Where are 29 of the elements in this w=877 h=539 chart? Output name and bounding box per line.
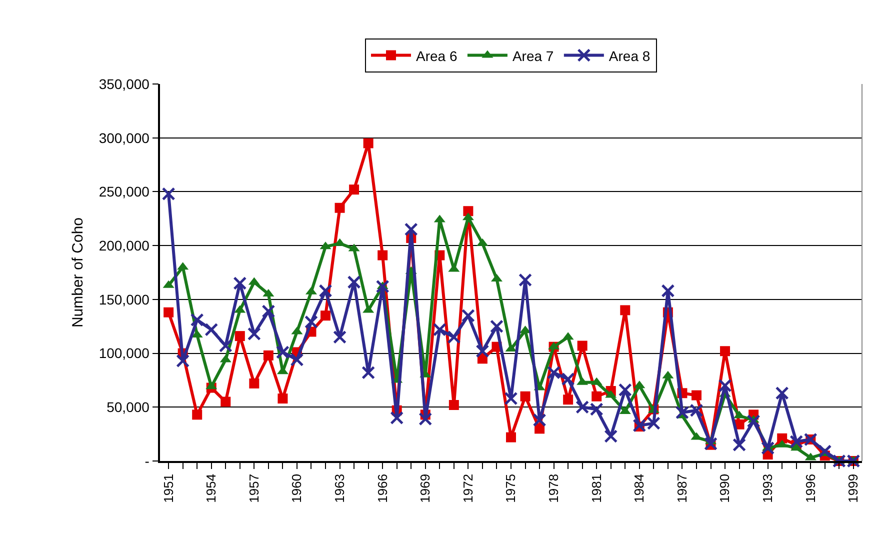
x-tick-label: 1978 [546,474,562,503]
y-tick-label: 200,000 [98,237,150,254]
x-tick-label: 1957 [246,474,262,503]
y-tick-label: 300,000 [98,130,150,146]
x-tick-label: 1999 [846,474,861,503]
legend-label: Area 8 [608,48,650,64]
x-tick-label: 1963 [332,474,348,503]
legend-label: Area 7 [512,48,554,64]
y-tick-label: - [144,452,150,469]
x-tick-label: 1972 [460,474,476,503]
x-tick-label: 1951 [160,474,176,503]
x-tick-label: 1975 [503,474,518,503]
x-tick-label: 1960 [289,474,304,503]
x-tick-label: 1993 [760,474,776,503]
y-axis-title: Number of Coho [70,217,87,328]
y-tick-label: 100,000 [98,345,150,362]
legend-label: Area 6 [416,48,458,64]
y-tick-label: 150,000 [98,291,150,308]
y-tick-label: 350,000 [98,76,150,92]
y-tick-label: 250,000 [98,184,150,200]
x-tick-label: 1984 [632,474,647,503]
y-tick-label: 50,000 [106,399,150,416]
x-tick-label: 1987 [674,474,690,503]
x-tick-label: 1990 [717,474,732,503]
x-tick-label: 1996 [802,474,818,503]
x-tick-label: 1966 [374,474,390,503]
x-tick-label: 1969 [418,474,433,503]
x-tick-label: 1954 [204,474,219,503]
x-tick-label: 1981 [588,474,604,503]
